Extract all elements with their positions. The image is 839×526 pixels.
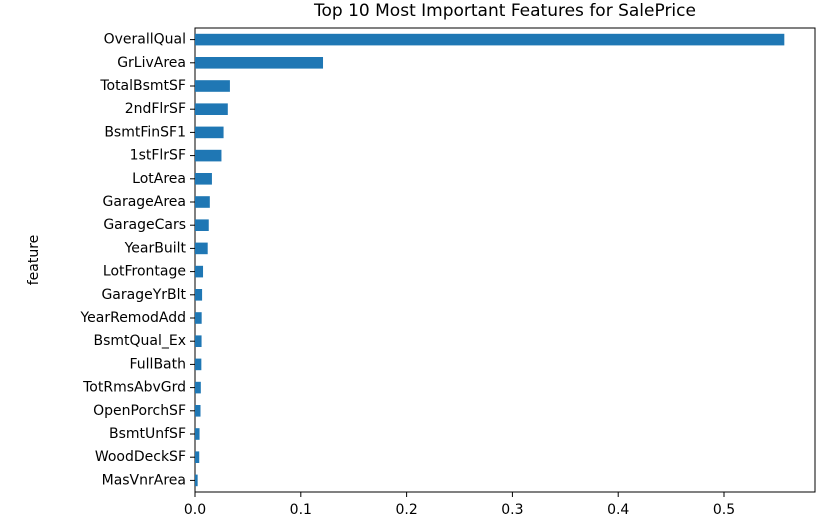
bar [195,335,202,347]
bar [195,149,222,162]
y-tick-label: WoodDeckSF [95,449,186,465]
y-tick-label: BsmtQual_Ex [93,333,186,349]
bar [195,80,230,92]
bar [195,474,198,487]
bar [195,242,208,255]
y-axis-label: feature [26,235,42,286]
bar [195,57,324,69]
x-tick-label: 0.2 [395,502,417,518]
y-tick-label: OverallQual [104,32,186,48]
x-tick-label: 0.5 [713,502,735,518]
y-tick-label: 2ndFlrSF [125,101,186,117]
bar [195,381,201,394]
bar [195,358,202,371]
y-tick-label: 1stFlrSF [130,148,186,164]
y-tick-label: LotArea [132,171,186,187]
bar [195,451,200,463]
x-tick-label: 0.1 [290,502,312,518]
bar [195,126,224,139]
y-tick-label: GrLivArea [117,55,186,71]
y-tick-label: FullBath [130,356,187,372]
x-tick-label: 0.3 [501,502,523,518]
y-tick-label: BsmtUnfSF [109,426,186,442]
bar [195,289,203,301]
y-tick-label: TotRmsAbvGrd [82,380,186,396]
y-tick-label: TotalBsmtSF [99,78,186,94]
bar [195,33,785,46]
y-tick-label: LotFrontage [103,264,186,280]
y-tick-label: YearBuilt [124,240,187,256]
bar [195,103,228,115]
bar [195,428,200,440]
bar [195,196,210,208]
y-tick-label: YearRemodAdd [79,310,186,326]
bar [195,219,209,231]
y-tick-label: BsmtFinSF1 [104,124,186,140]
y-tick-label: MasVnrArea [102,472,186,488]
bar [195,265,204,278]
chart-title: Top 10 Most Important Features for SaleP… [313,1,696,21]
bar [195,173,212,185]
x-tick-label: 0.4 [607,502,629,518]
y-tick-label: OpenPorchSF [93,403,186,419]
y-tick-label: GarageArea [103,194,186,210]
bar [195,312,202,324]
x-tick-label: 0.0 [184,502,206,518]
axes-frame [194,27,816,493]
bar [195,405,201,417]
y-tick-label: GarageYrBlt [101,287,186,303]
y-tick-label: GarageCars [103,217,186,233]
